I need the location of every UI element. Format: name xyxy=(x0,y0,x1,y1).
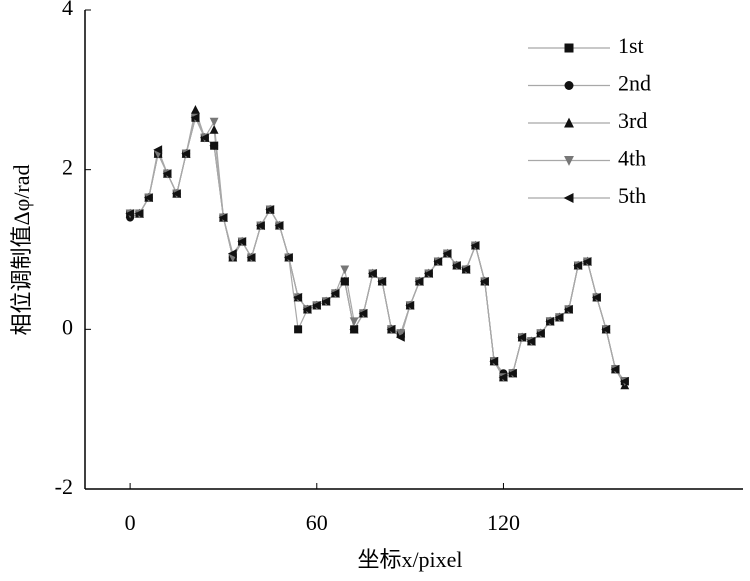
y-tick-label: 0 xyxy=(62,314,73,339)
marker xyxy=(255,221,265,230)
legend-marker xyxy=(564,156,574,166)
legend-label: 4th xyxy=(618,146,646,171)
legend-label: 1st xyxy=(618,33,644,58)
marker xyxy=(274,221,284,230)
marker xyxy=(423,269,433,278)
marker xyxy=(610,364,620,374)
marker xyxy=(311,300,321,310)
marker xyxy=(153,145,163,155)
marker xyxy=(451,261,461,270)
marker xyxy=(573,261,583,270)
marker xyxy=(125,209,135,218)
marker xyxy=(162,169,172,179)
marker xyxy=(190,113,200,123)
marker xyxy=(199,133,209,143)
marker xyxy=(479,277,489,286)
marker xyxy=(209,141,219,151)
marker xyxy=(591,293,601,302)
marker xyxy=(246,253,256,262)
legend-label: 2nd xyxy=(618,71,651,96)
marker xyxy=(294,325,303,334)
legend-marker xyxy=(564,43,574,53)
marker xyxy=(367,269,377,278)
marker xyxy=(209,117,219,127)
marker xyxy=(218,213,228,222)
marker xyxy=(283,253,293,262)
marker xyxy=(209,124,219,134)
marker xyxy=(535,328,545,338)
marker xyxy=(349,317,359,327)
legend-marker xyxy=(564,117,574,128)
x-tick-label: 60 xyxy=(306,510,328,535)
series-line xyxy=(130,116,626,382)
marker xyxy=(358,308,368,318)
marker xyxy=(461,265,471,274)
marker xyxy=(143,193,153,203)
x-axis-title: 坐标x/pixel xyxy=(357,547,462,572)
y-axis-title: 相位调制值Δφ/rad xyxy=(9,164,34,335)
series-line xyxy=(130,116,626,382)
legend-label: 3rd xyxy=(618,108,647,133)
marker xyxy=(227,249,237,258)
y-tick-label: -2 xyxy=(55,474,73,499)
marker xyxy=(386,324,396,334)
marker xyxy=(321,296,331,306)
marker xyxy=(554,312,564,322)
marker xyxy=(405,300,415,310)
x-tick-label: 120 xyxy=(487,510,520,535)
marker xyxy=(517,332,527,342)
series-line xyxy=(130,116,626,382)
marker xyxy=(396,329,406,339)
marker xyxy=(339,277,349,286)
marker xyxy=(489,356,499,366)
marker xyxy=(414,277,424,286)
marker xyxy=(293,293,303,302)
marker xyxy=(171,189,181,199)
legend-marker xyxy=(564,81,574,90)
x-tick-label: 0 xyxy=(125,510,136,535)
marker xyxy=(237,237,247,246)
marker xyxy=(377,277,387,286)
series-line xyxy=(130,107,626,386)
marker xyxy=(340,265,350,275)
marker xyxy=(134,209,144,218)
marker xyxy=(526,336,536,346)
marker xyxy=(619,376,629,386)
marker xyxy=(601,324,611,334)
marker xyxy=(545,316,555,326)
marker xyxy=(191,104,200,114)
y-tick-label: 2 xyxy=(62,155,73,180)
marker xyxy=(507,368,517,378)
marker xyxy=(330,289,340,298)
marker xyxy=(442,249,452,258)
legend-marker xyxy=(563,193,574,203)
marker xyxy=(395,332,405,342)
marker xyxy=(181,149,191,159)
marker xyxy=(349,324,359,334)
series-line xyxy=(129,111,626,382)
marker xyxy=(265,205,275,214)
marker xyxy=(563,304,573,314)
marker xyxy=(302,304,312,314)
marker xyxy=(498,372,508,382)
marker xyxy=(433,257,443,266)
marker xyxy=(470,241,480,250)
legend-label: 5th xyxy=(618,183,646,208)
y-tick-label: 4 xyxy=(62,0,73,20)
marker xyxy=(582,257,592,266)
